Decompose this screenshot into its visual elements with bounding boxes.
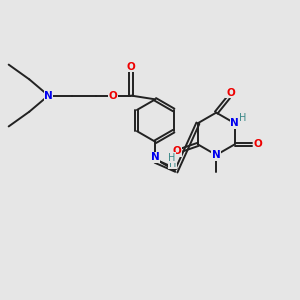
Text: O: O [127, 62, 135, 72]
Text: H: H [168, 153, 175, 163]
Text: N: N [230, 118, 239, 128]
Text: N: N [212, 150, 220, 160]
Text: H: H [169, 158, 176, 169]
Text: O: O [253, 140, 262, 149]
Text: N: N [151, 152, 160, 162]
Text: O: O [109, 91, 118, 100]
Text: N: N [44, 91, 53, 100]
Text: O: O [226, 88, 235, 98]
Text: O: O [173, 146, 182, 156]
Text: H: H [238, 113, 246, 123]
